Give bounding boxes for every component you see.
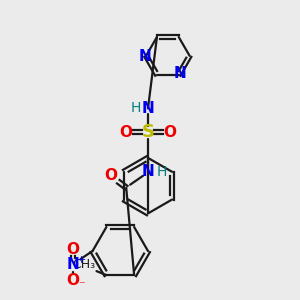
Text: CH₃: CH₃	[72, 258, 95, 271]
Text: N: N	[173, 66, 186, 81]
Text: O: O	[66, 242, 79, 256]
Text: O: O	[163, 125, 176, 140]
Text: +: +	[77, 255, 86, 265]
Text: N: N	[142, 101, 154, 116]
Text: N: N	[66, 257, 79, 272]
Text: S: S	[142, 123, 154, 141]
Text: O: O	[66, 273, 79, 288]
Text: N: N	[139, 50, 152, 64]
Text: N: N	[142, 164, 154, 179]
Text: O: O	[104, 168, 117, 183]
Text: H: H	[157, 165, 167, 179]
Text: H: H	[131, 101, 141, 116]
Text: ⁻: ⁻	[78, 279, 85, 292]
Text: O: O	[120, 125, 133, 140]
